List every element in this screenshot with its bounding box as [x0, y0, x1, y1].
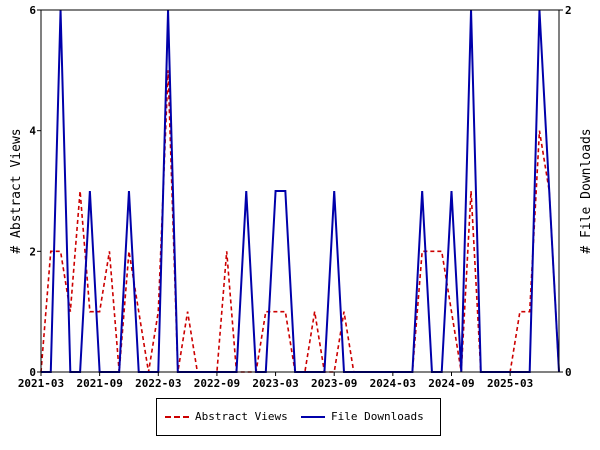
series-line-abstract-views [40, 70, 560, 373]
data-point-abstract-views [89, 311, 90, 312]
x-tick-label: 2024-03 [370, 377, 416, 390]
legend-item-file-downloads: File Downloads [301, 410, 424, 423]
data-point-abstract-views [470, 190, 471, 191]
tick-labels: 2021-03 2021-09 2022-03 2022-09 2023-03 2023-… [18, 4, 572, 390]
data-point-file-downloads [422, 190, 423, 191]
x-tick-label: 2023-09 [311, 377, 357, 390]
data-point-abstract-views [70, 311, 71, 312]
data-point-abstract-views [539, 130, 540, 131]
data-point-abstract-views [128, 251, 129, 252]
data-point-abstract-views [275, 311, 276, 312]
y-tick-label-right: 0 [565, 366, 572, 379]
x-tick-label: 2023-03 [252, 377, 298, 390]
legend: Abstract Views File Downloads [156, 398, 441, 436]
data-point-abstract-views [529, 311, 530, 312]
data-point-abstract-views [167, 70, 168, 71]
y-tick-label-left: 6 [29, 4, 36, 17]
y-axis-title-right: # File Downloads [579, 128, 594, 253]
legend-item-abstract-views: Abstract Views [165, 410, 288, 423]
x-tick-label: 2021-03 [18, 377, 64, 390]
data-point-abstract-views [158, 311, 159, 312]
data-point-file-downloads [128, 190, 129, 191]
data-point-abstract-views [422, 251, 423, 252]
data-point-abstract-views [187, 311, 188, 312]
data-point-abstract-views [226, 251, 227, 252]
data-point-abstract-views [50, 251, 51, 252]
data-point-file-downloads [285, 190, 286, 191]
data-point-abstract-views [79, 190, 80, 191]
data-point-abstract-views [451, 311, 452, 312]
x-tick-label: 2021-09 [76, 377, 122, 390]
data-point-abstract-views [343, 311, 344, 312]
data-point-file-downloads [549, 190, 550, 191]
data-point-abstract-views [109, 251, 110, 252]
legend-swatch-abstract-views [165, 415, 189, 418]
y-tick-label-left: 2 [29, 245, 36, 258]
tick-marks [37, 9, 563, 376]
data-point-abstract-views [285, 311, 286, 312]
y-axis-title-left: # Abstract Views [9, 128, 24, 253]
data-point-file-downloads [89, 190, 90, 191]
y-tick-label-left: 4 [29, 125, 36, 138]
data-point-file-downloads [275, 190, 276, 191]
data-point-file-downloads [334, 190, 335, 191]
plot-frame [40, 9, 560, 373]
x-tick-label: 2022-09 [194, 377, 240, 390]
data-point-file-downloads [246, 190, 247, 191]
series-line-file-downloads [41, 9, 560, 373]
x-tick-label: 2025-03 [487, 377, 533, 390]
data-point-abstract-views [519, 311, 520, 312]
data-point-abstract-views [431, 251, 432, 252]
data-point-abstract-views [265, 311, 266, 312]
y-tick-label-left: 0 [29, 366, 36, 379]
data-point-abstract-views [60, 251, 61, 252]
legend-label-abstract-views: Abstract Views [195, 410, 288, 423]
data-point-abstract-views [138, 311, 139, 312]
legend-swatch-file-downloads [301, 415, 325, 418]
data-point-file-downloads [451, 190, 452, 191]
x-tick-label: 2022-03 [135, 377, 181, 390]
y-tick-label-right: 2 [565, 4, 572, 17]
data-point-abstract-views [441, 251, 442, 252]
legend-label-file-downloads: File Downloads [331, 410, 424, 423]
plot-marks [40, 9, 560, 373]
data-point-abstract-views [314, 311, 315, 312]
x-tick-label: 2024-09 [428, 377, 474, 390]
data-point-abstract-views [99, 311, 100, 312]
